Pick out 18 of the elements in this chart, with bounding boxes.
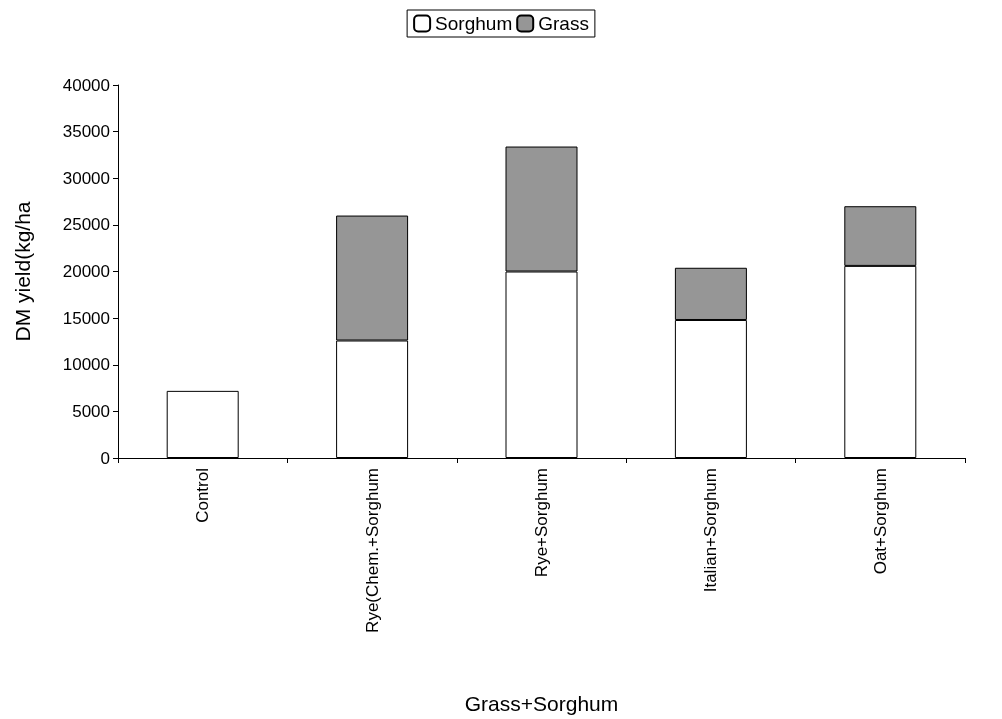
x-tick-label: Rye(Chem.+Sorghum xyxy=(362,468,382,633)
x-tick-label: Control xyxy=(193,468,213,523)
x-tick-label: Oat+Sorghum xyxy=(870,468,890,575)
x-axis-title: Grass+Sorghum xyxy=(464,692,619,715)
y-tick-label: 0 xyxy=(100,448,110,468)
x-tick-label: Italian+Sorghum xyxy=(701,468,721,593)
y-tick-label: 20000 xyxy=(62,262,110,281)
y-tick-label: 35000 xyxy=(62,122,110,142)
y-tick-label: 10000 xyxy=(62,355,110,375)
y-tick-label: 40000 xyxy=(62,75,110,95)
y-tick-label: 5000 xyxy=(72,401,110,421)
y-tick-label: 15000 xyxy=(62,308,110,328)
legend-label: Grass xyxy=(538,13,589,34)
legend-label: Sorghum xyxy=(435,13,513,34)
y-tick-label: 25000 xyxy=(62,215,110,235)
y-tick-label: 30000 xyxy=(62,168,110,188)
x-tick-label: Rye+Sorghum xyxy=(532,468,551,578)
y-axis-title: DM yield(kg/ha xyxy=(11,201,34,342)
